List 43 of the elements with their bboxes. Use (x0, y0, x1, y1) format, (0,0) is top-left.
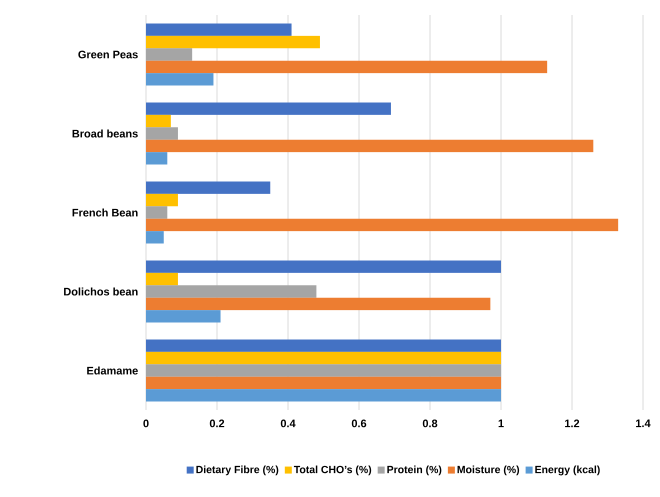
legend-label: Protein (%) (387, 466, 442, 476)
x-tick-label: 1.2 (565, 420, 580, 428)
bar (146, 60, 548, 74)
x-tick-label: 0.4 (280, 420, 296, 428)
x-tick-label: 0.2 (210, 420, 224, 428)
bar (146, 24, 292, 36)
bar (146, 272, 178, 286)
legend-label: Energy (kcal) (535, 466, 600, 476)
bar (146, 73, 214, 86)
bar (146, 152, 168, 165)
bar (146, 310, 221, 323)
bar (146, 352, 502, 364)
x-tick-label: 0 (143, 420, 149, 428)
y-tick-label: Broad beans (72, 129, 138, 138)
bar (146, 36, 320, 48)
bar (146, 182, 270, 194)
y-tick-label: Dolichos bean (64, 287, 138, 296)
bar (146, 48, 192, 61)
bar (146, 298, 490, 310)
x-tick-label: 1 (498, 420, 504, 428)
bar (146, 285, 316, 298)
bar (146, 114, 171, 128)
bar (146, 218, 618, 232)
bar (146, 389, 502, 402)
legend-label: Moisture (%) (458, 466, 520, 476)
bar (146, 364, 502, 377)
bar (146, 260, 502, 273)
y-tick-label: French Bean (72, 208, 138, 217)
bar (146, 127, 178, 140)
bar (146, 231, 164, 244)
x-tick-label: 1.4 (636, 420, 651, 428)
bar (146, 206, 168, 219)
bar (146, 194, 178, 206)
x-tick-label: 0.6 (352, 420, 366, 428)
y-tick-label: Edamame (87, 366, 138, 375)
legend-label: Total CHO’s (%) (294, 466, 372, 476)
bar (146, 140, 594, 152)
x-tick-label: 0.8 (422, 420, 438, 428)
legend-label: Dietary Fibre (%) (196, 466, 278, 476)
bar (146, 340, 502, 352)
y-tick-label: Green Peas (78, 50, 138, 58)
bar (146, 376, 502, 390)
bar (146, 102, 391, 115)
